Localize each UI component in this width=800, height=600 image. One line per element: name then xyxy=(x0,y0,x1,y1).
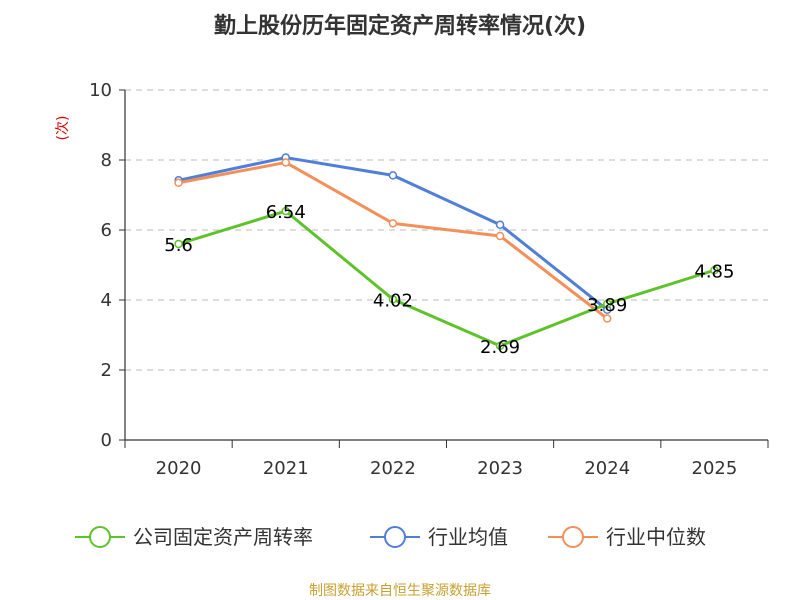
y-axis-unit-label: (次) xyxy=(55,116,71,141)
series-0 xyxy=(174,206,719,351)
data-point xyxy=(174,178,183,187)
x-axis-ticks: 2020 2021 2022 2023 2024 2025 xyxy=(124,440,769,479)
x-tick-label: 2021 xyxy=(263,458,309,479)
legend-marker xyxy=(562,526,584,548)
y-tick-label: 4 xyxy=(101,290,112,311)
data-point xyxy=(388,171,398,180)
x-tick-label: 2020 xyxy=(156,458,202,479)
series-2 xyxy=(174,158,612,323)
chart-title: 勤上股份历年固定资产周转率情况(次) xyxy=(214,13,586,39)
data-point xyxy=(603,314,612,323)
data-point xyxy=(495,231,505,241)
source-note: 制图数据来自恒生聚源数据库 xyxy=(309,583,491,599)
legend-label: 公司固定资产周转率 xyxy=(133,525,313,549)
legend-item: 公司固定资产周转率 xyxy=(75,525,313,549)
data-label: 2.69 xyxy=(480,337,520,358)
data-label: 5.6 xyxy=(164,235,193,256)
data-point xyxy=(495,220,505,229)
data-labels: 5.6 6.54 4.02 2.69 3.89 4.85 xyxy=(164,202,734,358)
series-line xyxy=(178,209,715,348)
legend-label: 行业均值 xyxy=(428,525,508,549)
legend-label: 行业中位数 xyxy=(606,525,706,549)
legend-item: 行业均值 xyxy=(370,525,508,549)
data-point xyxy=(174,239,183,249)
data-point xyxy=(495,341,505,351)
legend-marker xyxy=(89,526,111,548)
y-tick-label: 6 xyxy=(101,220,112,241)
x-tick-label: 2024 xyxy=(584,458,630,479)
data-point xyxy=(388,295,398,304)
y-tick-label: 10 xyxy=(89,80,112,101)
data-point xyxy=(710,266,719,275)
data-point xyxy=(603,299,612,309)
x-tick-label: 2023 xyxy=(477,458,523,479)
data-label: 4.85 xyxy=(694,261,734,282)
x-tick-label: 2025 xyxy=(692,458,738,479)
y-axis-ticks: 0 2 4 6 8 10 xyxy=(89,80,125,451)
series-group xyxy=(174,153,719,351)
series-line xyxy=(178,156,609,311)
data-point xyxy=(388,219,398,228)
data-label: 6.54 xyxy=(266,202,306,223)
data-label: 4.02 xyxy=(373,290,413,311)
y-tick-label: 0 xyxy=(101,430,112,451)
data-label: 3.89 xyxy=(587,295,627,316)
y-tick-label: 2 xyxy=(101,360,112,381)
y-tick-label: 8 xyxy=(101,150,112,171)
axes xyxy=(124,90,768,441)
legend: 公司固定资产周转率 行业均值 行业中位数 xyxy=(75,525,706,549)
legend-marker xyxy=(384,526,406,548)
x-tick-label: 2022 xyxy=(370,458,416,479)
data-point xyxy=(281,206,290,216)
data-point xyxy=(281,158,290,167)
legend-item: 行业中位数 xyxy=(548,525,706,549)
